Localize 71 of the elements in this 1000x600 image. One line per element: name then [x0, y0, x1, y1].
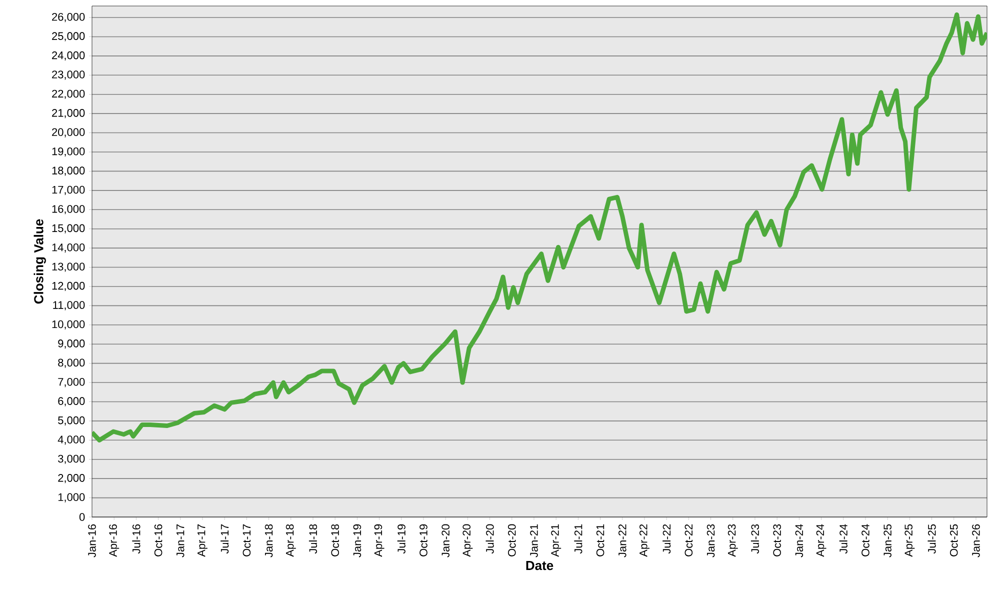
y-tick-label: 1,000 — [58, 493, 85, 502]
y-tick-label: 15,000 — [52, 224, 85, 234]
x-tick-label: Oct-17 — [242, 524, 251, 556]
y-tick-label: 23,000 — [52, 70, 85, 80]
x-tick-label: Jul-25 — [928, 524, 936, 554]
x-tick-label: Oct-23 — [773, 524, 781, 556]
x-tick-label: Jan-18 — [264, 524, 273, 558]
y-axis-title: Closing Value — [34, 219, 46, 304]
x-tick-label: Jan-21 — [530, 524, 538, 558]
x-tick-label: Apr-21 — [551, 524, 562, 557]
x-tick-label: Apr-18 — [286, 524, 296, 557]
line-series — [92, 12, 988, 442]
x-tick-label: Oct-22 — [684, 524, 693, 556]
x-tick-label: Jul-17 — [220, 524, 229, 554]
y-tick-label: 8,000 — [58, 358, 85, 368]
x-tick-label: Apr-24 — [816, 524, 826, 557]
x-tick-label: Apr-19 — [374, 524, 384, 557]
x-tick-label: Oct-21 — [596, 524, 604, 556]
x-tick-label: Jan-24 — [795, 524, 804, 558]
x-tick-label: Oct-25 — [950, 524, 958, 556]
x-tick-label: Apr-17 — [198, 524, 208, 557]
y-tick-label: 9,000 — [58, 340, 85, 349]
x-tick-label: Jan-17 — [176, 524, 184, 558]
x-tick-label: Jan-23 — [706, 524, 715, 558]
x-tick-label: Apr-22 — [639, 524, 650, 557]
y-tick-label: 24,000 — [52, 51, 85, 60]
y-tick-label: 18,000 — [52, 166, 85, 176]
y-tick-label: 4,000 — [58, 436, 85, 445]
y-tick-label: 5,000 — [58, 416, 85, 426]
y-tick-label: 6,000 — [58, 397, 85, 406]
y-tick-label: 0 — [79, 513, 85, 521]
x-tick-label: Apr-16 — [109, 524, 120, 557]
x-tick-label: Oct-20 — [508, 524, 516, 556]
y-tick-label: 19,000 — [52, 147, 85, 157]
x-tick-label: Jul-16 — [132, 524, 140, 554]
y-tick-label: 11,000 — [53, 301, 85, 310]
x-tick-label: Jul-21 — [574, 524, 582, 554]
x-tick-label: Jul-20 — [486, 524, 494, 554]
x-tick-label: Jul-19 — [397, 524, 406, 554]
x-tick-label: Jan-20 — [442, 524, 450, 558]
x-tick-label: Jul-23 — [750, 524, 760, 554]
y-tick-label: 13,000 — [52, 262, 85, 272]
x-axis-title: Date — [526, 561, 554, 570]
x-tick-label: Apr-20 — [462, 524, 473, 557]
x-tick-label: Jul-18 — [308, 524, 318, 554]
x-tick-label: Oct-16 — [154, 524, 162, 556]
y-tick-label: 7,000 — [58, 378, 85, 388]
x-tick-label: Jan-16 — [88, 524, 96, 558]
x-tick-label: Jul-22 — [662, 524, 671, 554]
y-tick-label: 22,000 — [52, 90, 85, 99]
x-tick-label: Oct-24 — [862, 524, 870, 556]
y-tick-label: 14,000 — [52, 244, 85, 253]
x-tick-label: Oct-19 — [420, 524, 428, 556]
x-tick-label: Jan-22 — [618, 524, 626, 558]
y-tick-label: 26,000 — [52, 12, 85, 22]
y-tick-label: 25,000 — [52, 32, 85, 42]
y-tick-label: 12,000 — [52, 282, 85, 292]
x-tick-label: Apr-23 — [728, 524, 738, 557]
y-tick-label: 2,000 — [58, 474, 85, 484]
y-tick-label: 21,000 — [52, 109, 85, 118]
x-tick-label: Jan-25 — [884, 524, 892, 558]
y-tick-label: 20,000 — [52, 128, 85, 138]
y-tick-label: 17,000 — [52, 186, 85, 195]
y-tick-label: 10,000 — [52, 320, 85, 330]
x-tick-label: Jan-19 — [353, 524, 362, 558]
x-tick-label: Oct-18 — [331, 524, 339, 556]
x-tick-label: Apr-25 — [904, 524, 915, 557]
x-tick-label: Jan-26 — [972, 524, 980, 558]
y-tick-label: 3,000 — [58, 454, 85, 464]
x-tick-label: Jul-24 — [839, 524, 848, 554]
y-tick-label: 16,000 — [52, 205, 85, 214]
